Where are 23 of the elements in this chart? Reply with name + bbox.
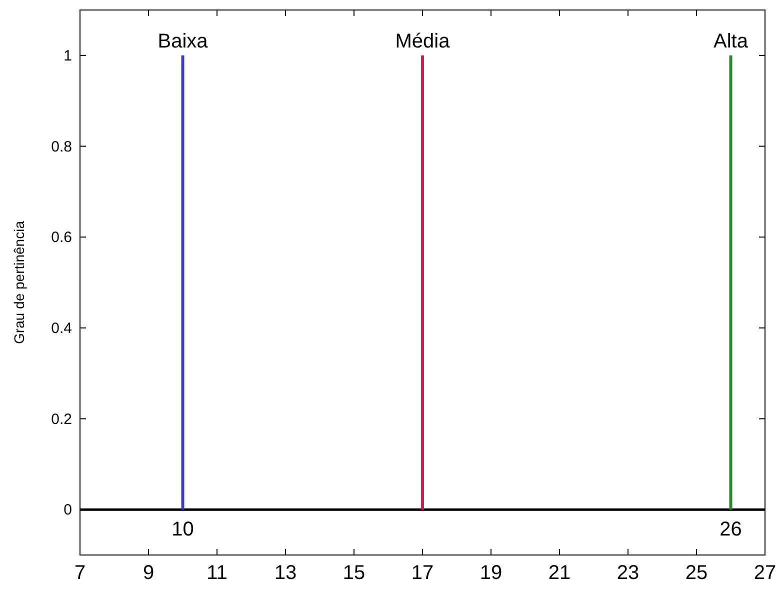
- x-tick-label: 19: [480, 562, 502, 584]
- y-tick-label: 1: [64, 47, 72, 64]
- x-tick-label: 9: [142, 562, 154, 584]
- x-tick-label: 11: [206, 562, 228, 584]
- series-label: Alta: [714, 30, 749, 52]
- x-tick-label: 27: [754, 562, 776, 584]
- x-tick-label: 23: [616, 562, 640, 584]
- x-tick-label: 25: [685, 562, 708, 584]
- x-tick-label: 21: [548, 562, 571, 584]
- y-axis-title: Grau de pertinência: [11, 220, 27, 344]
- series-label: Baixa: [158, 30, 209, 52]
- annotation: 26: [720, 518, 742, 541]
- series-label: Média: [395, 30, 451, 52]
- annotation: 10: [172, 518, 194, 541]
- x-tick-label: 7: [74, 562, 86, 584]
- y-tick-label: 0.6: [51, 229, 72, 246]
- x-tick-label: 13: [274, 562, 297, 584]
- x-tick-label: 17: [411, 562, 434, 584]
- y-tick-label: 0: [64, 502, 72, 519]
- y-tick-label: 0.4: [51, 320, 72, 337]
- y-tick-label: 0.8: [51, 138, 72, 156]
- y-tick-label: 0.2: [51, 410, 72, 428]
- x-tick-label: 15: [342, 562, 366, 584]
